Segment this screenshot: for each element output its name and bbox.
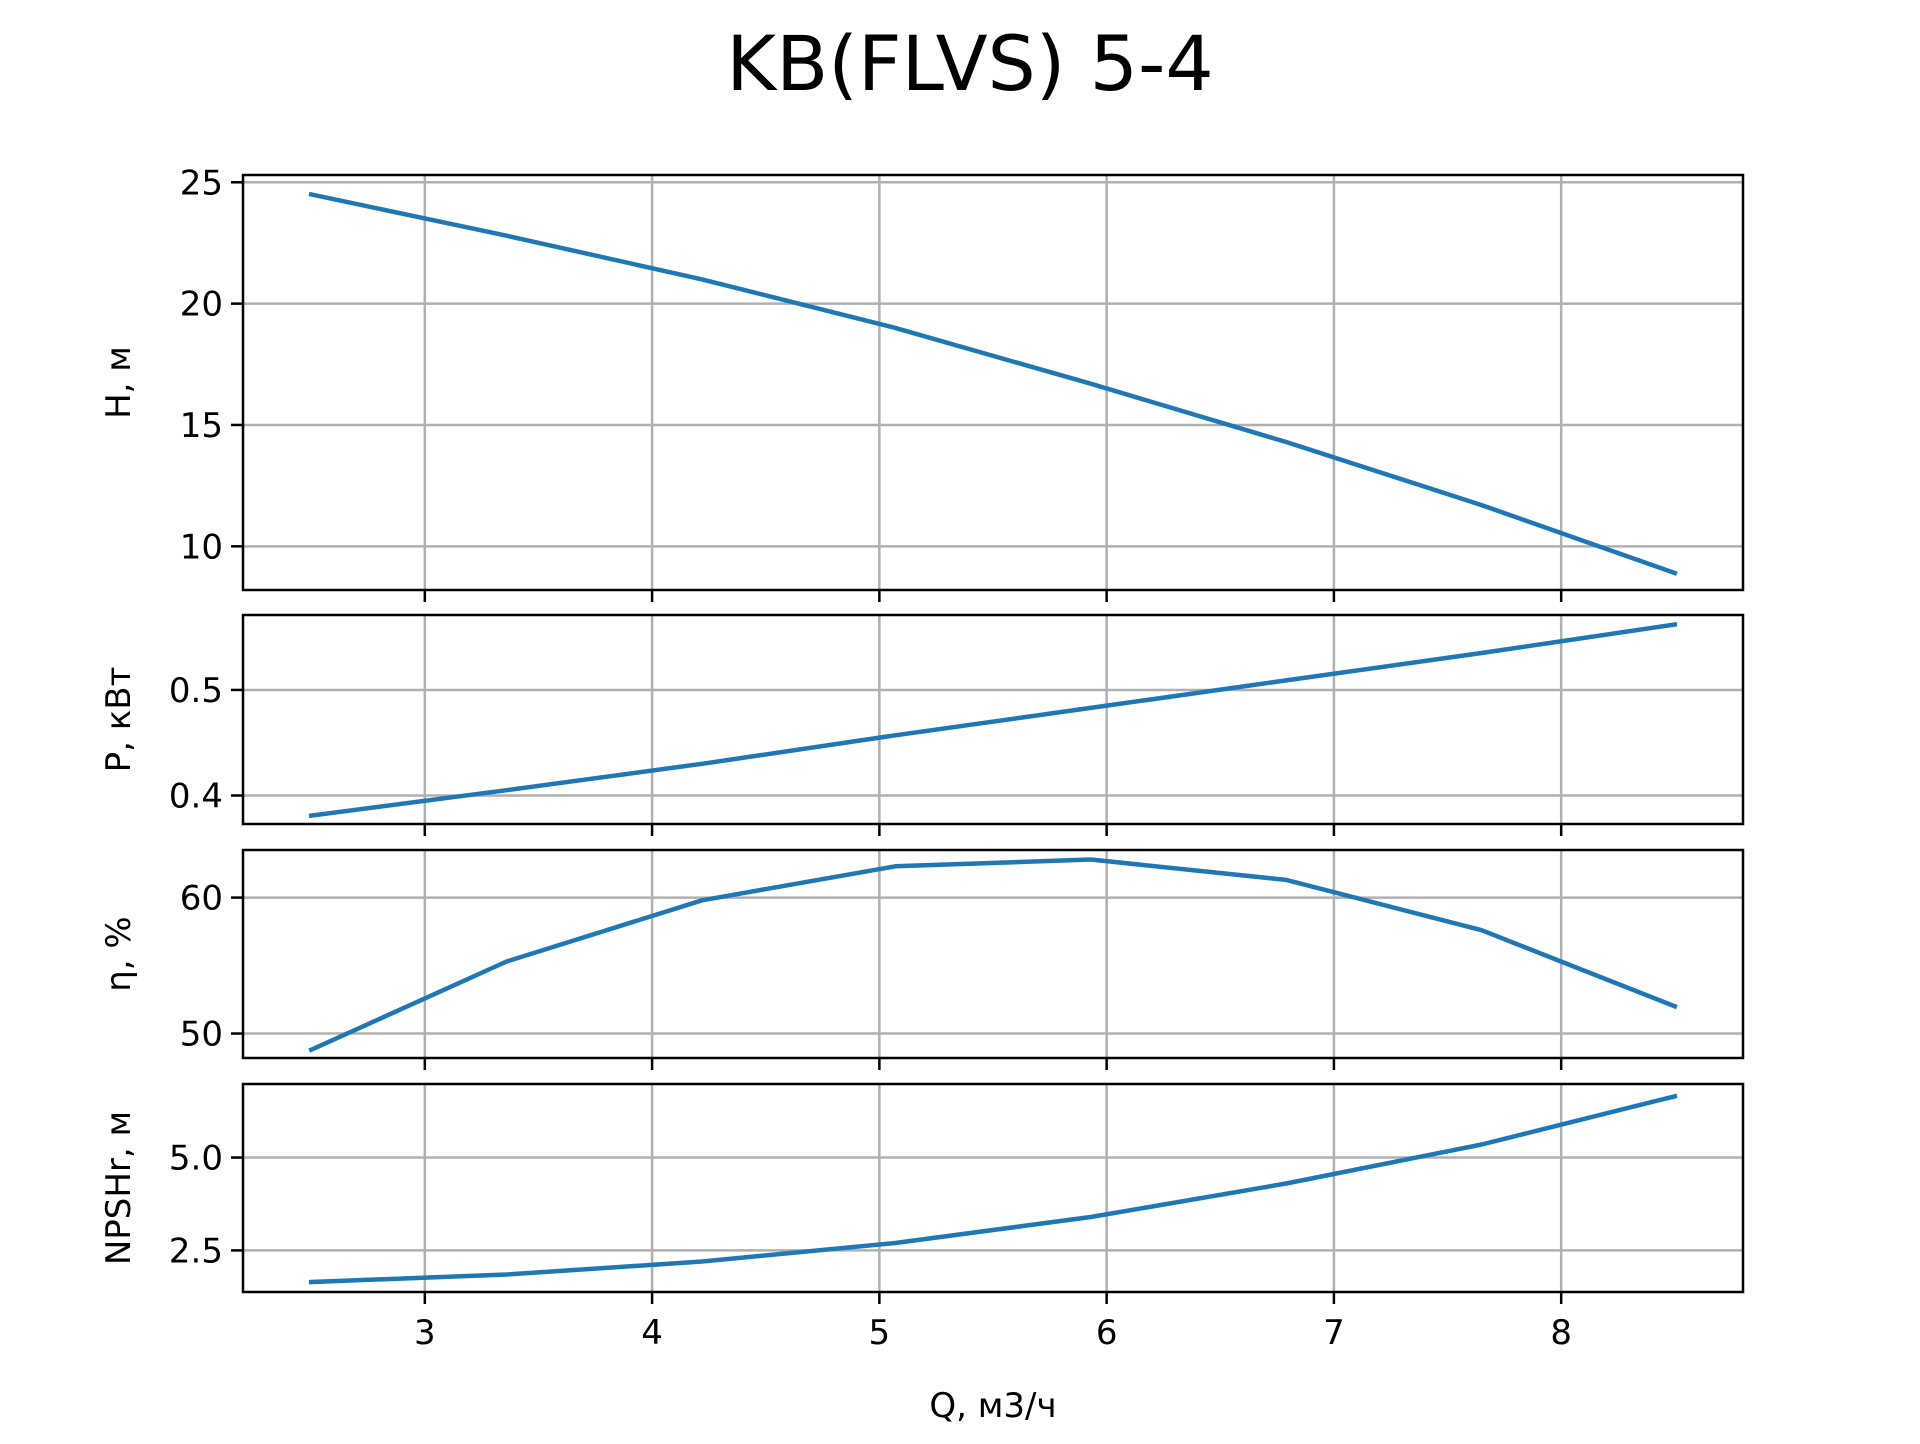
panel-1-y-tick-label-2: 15 <box>180 406 223 446</box>
panel-4-data-point-4 <box>892 1240 898 1246</box>
panel-4-data-point-1 <box>308 1279 314 1285</box>
x-tick-label-2: 4 <box>641 1313 663 1353</box>
panel-3-data-point-2 <box>504 958 510 964</box>
panel-1-data-point-2 <box>504 233 510 239</box>
panel-2-data-point-5 <box>1088 705 1094 711</box>
x-tick-label-1: 3 <box>414 1313 436 1353</box>
panel-4-series-line <box>308 1093 1678 1285</box>
panel-1: 10 15 20 25 H, м <box>99 163 1745 602</box>
x-tick-label-5: 7 <box>1323 1313 1345 1353</box>
panel-2-y-tick-label-1: 0.4 <box>169 777 223 817</box>
panel-3-y-tick-label-1: 50 <box>180 1015 223 1055</box>
x-axis-label: Q, м3/ч <box>929 1386 1056 1426</box>
x-tick-label-6: 8 <box>1550 1313 1572 1353</box>
panel-4-y-tick-label-2: 5.0 <box>169 1139 223 1179</box>
panel-2-data-point-4 <box>892 732 898 738</box>
panel-1-data-point-3 <box>699 276 705 282</box>
panel-1-data-point-6 <box>1283 439 1289 445</box>
x-tick-label-3: 5 <box>869 1313 891 1353</box>
panel-4-data-point-6 <box>1283 1181 1289 1187</box>
panel-3-grid <box>243 850 1743 1058</box>
panel-1-data-point-7 <box>1479 502 1485 508</box>
panels: 10 15 20 25 H, м 0.4 0.5 P, кВт 50 60 η, % 2.5 5.0 NP… <box>99 163 1745 1353</box>
panel-3-y-tick-label-2: 60 <box>180 879 223 919</box>
panel-2-data-point-2 <box>504 787 510 793</box>
panel-2-data-point-8 <box>1672 622 1678 628</box>
panel-4-data-point-2 <box>504 1272 510 1278</box>
panel-3-data-point-8 <box>1672 1003 1678 1009</box>
panel-4-data-point-7 <box>1479 1142 1485 1148</box>
panel-1-frame <box>241 173 1745 592</box>
panel-3-data-point-7 <box>1479 927 1485 933</box>
panel-1-data-point-1 <box>308 191 314 197</box>
panel-4-data-point-5 <box>1088 1214 1094 1220</box>
panel-3-series-line <box>308 857 1678 1053</box>
panel-1-y-tick-label-4: 25 <box>180 163 223 203</box>
panel-4-y-axis-label: NPSHr, м <box>99 1111 139 1265</box>
panel-2: 0.4 0.5 P, кВт <box>99 613 1745 836</box>
panel-3-data-point-3 <box>699 897 705 903</box>
x-tick-label-4: 6 <box>1096 1313 1118 1353</box>
panel-3-data-point-5 <box>1088 857 1094 863</box>
panel-1-y-tick-label-3: 20 <box>180 285 223 325</box>
panel-2-series-line <box>308 621 1678 819</box>
panel-1-y-axis-label: H, м <box>99 346 139 419</box>
panel-2-data-point-7 <box>1479 650 1485 656</box>
panel-1-data-point-8 <box>1672 570 1678 576</box>
panel-2-data-point-6 <box>1283 677 1289 683</box>
chart-title: KB(FLVS) 5-4 <box>726 19 1214 108</box>
panel-1-data-point-4 <box>892 325 898 331</box>
panel-2-frame <box>241 613 1745 826</box>
panel-1-data-point-5 <box>1088 381 1094 387</box>
panel-4-data-point-8 <box>1672 1093 1678 1099</box>
panel-1-y-tick-label-1: 10 <box>180 527 223 567</box>
panel-4: 2.5 5.0 NPSHr, м 3 4 5 6 7 8 <box>99 1082 1745 1353</box>
panel-2-data-point-3 <box>699 761 705 767</box>
panel-3-y-axis-label: η, % <box>99 916 139 991</box>
panel-2-y-tick-label-2: 0.5 <box>169 671 223 711</box>
panel-1-grid <box>243 175 1743 590</box>
panel-2-y-axis-label: P, кВт <box>99 667 139 773</box>
panel-3-data-point-4 <box>892 863 898 869</box>
panel-2-data-point-1 <box>308 813 314 819</box>
panel-4-grid <box>243 1084 1743 1292</box>
panel-4-y-tick-label-1: 2.5 <box>169 1231 223 1271</box>
panel-3-data-point-6 <box>1283 877 1289 883</box>
panel-4-frame <box>241 1082 1745 1294</box>
panel-3: 50 60 η, % <box>99 848 1745 1070</box>
panel-1-series-line <box>308 191 1678 576</box>
panel-3-frame <box>241 848 1745 1060</box>
panel-2-grid <box>243 615 1743 824</box>
panel-3-data-point-1 <box>308 1047 314 1053</box>
panel-4-data-point-3 <box>699 1259 705 1265</box>
